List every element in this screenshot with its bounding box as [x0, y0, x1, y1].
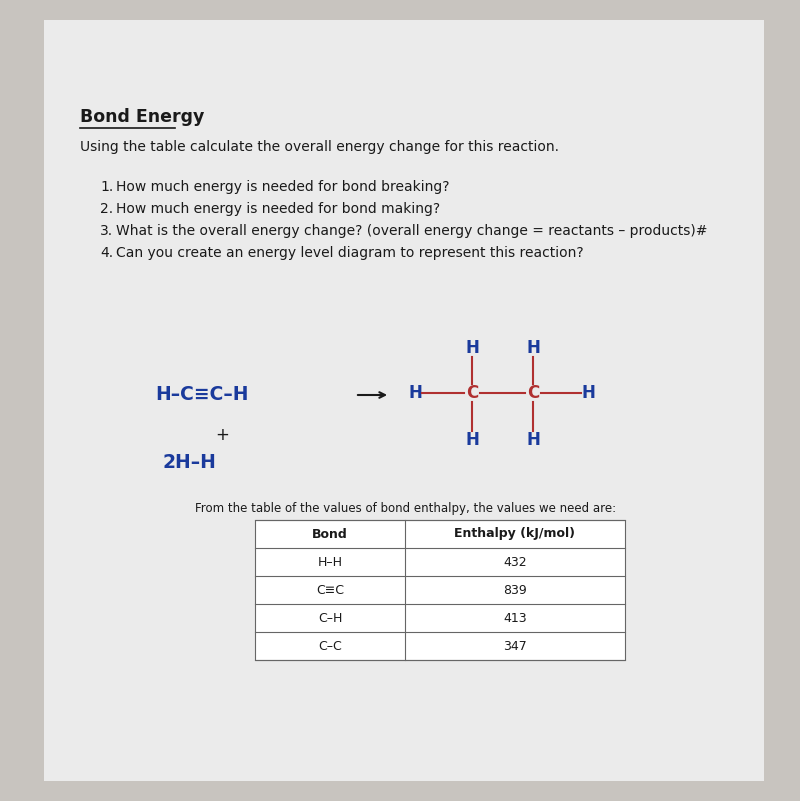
Text: C: C	[466, 384, 478, 402]
Text: 4.: 4.	[100, 246, 113, 260]
Text: H: H	[526, 431, 540, 449]
Text: 2H–H: 2H–H	[163, 453, 217, 473]
Text: Can you create an energy level diagram to represent this reaction?: Can you create an energy level diagram t…	[116, 246, 584, 260]
Text: How much energy is needed for bond breaking?: How much energy is needed for bond break…	[116, 180, 450, 194]
Text: 839: 839	[503, 583, 527, 597]
Text: C–C: C–C	[318, 639, 342, 653]
Text: 1.: 1.	[100, 180, 114, 194]
Text: H–H: H–H	[318, 556, 342, 569]
Text: From the table of the values of bond enthalpy, the values we need are:: From the table of the values of bond ent…	[195, 502, 616, 515]
Text: C–H: C–H	[318, 611, 342, 625]
Text: 432: 432	[503, 556, 527, 569]
Text: 2.: 2.	[100, 202, 113, 216]
Text: 3.: 3.	[100, 224, 113, 238]
Text: H–C≡C–H: H–C≡C–H	[155, 385, 249, 405]
Text: H: H	[465, 339, 479, 357]
Text: C≡C: C≡C	[316, 583, 344, 597]
Text: H: H	[465, 431, 479, 449]
Text: H: H	[581, 384, 595, 402]
Text: +: +	[215, 426, 229, 444]
Text: Bond: Bond	[312, 528, 348, 541]
Text: 347: 347	[503, 639, 527, 653]
Text: C: C	[527, 384, 539, 402]
Text: 413: 413	[503, 611, 527, 625]
Text: H: H	[408, 384, 422, 402]
Text: Using the table calculate the overall energy change for this reaction.: Using the table calculate the overall en…	[80, 140, 559, 154]
Text: How much energy is needed for bond making?: How much energy is needed for bond makin…	[116, 202, 440, 216]
Text: Enthalpy (kJ/mol): Enthalpy (kJ/mol)	[454, 528, 575, 541]
Text: Bond Energy: Bond Energy	[80, 108, 204, 126]
Text: What is the overall energy change? (overall energy change = reactants – products: What is the overall energy change? (over…	[116, 224, 707, 238]
Text: H: H	[526, 339, 540, 357]
